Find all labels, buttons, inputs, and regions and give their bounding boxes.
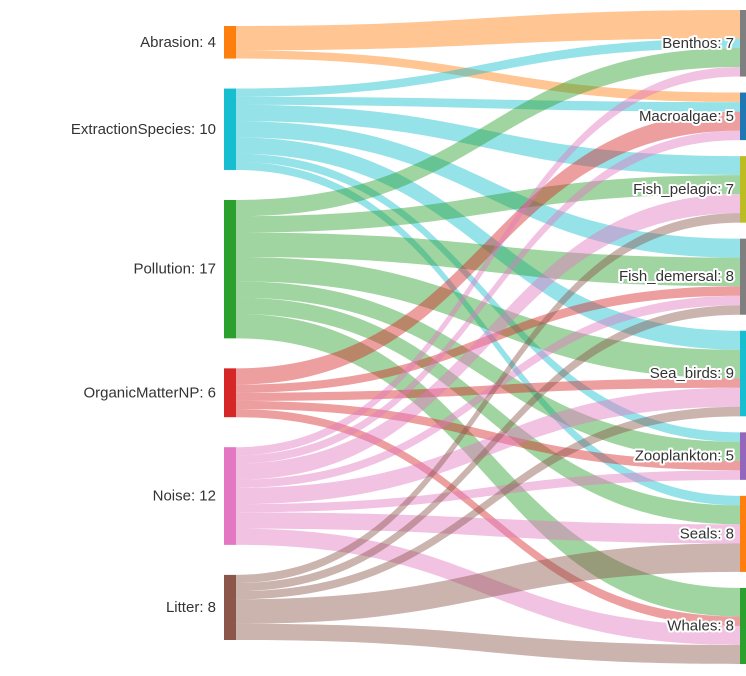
link-extractionspecies-to-macroalgae[interactable] — [236, 96, 740, 112]
nodes-layer — [224, 10, 746, 664]
link-noise-to-whales[interactable] — [236, 528, 740, 645]
link-abrasion-to-macroalgae[interactable] — [236, 50, 740, 103]
link-noise-to-zooplankton[interactable] — [236, 470, 740, 513]
node-pollution[interactable] — [224, 199, 236, 339]
node-abrasion[interactable] — [224, 26, 236, 59]
link-noise-to-seals[interactable] — [236, 512, 740, 544]
node-label-organicmatternp: OrganicMatterNP: 6 — [83, 384, 216, 401]
link-pollution-to-sea-birds[interactable] — [236, 256, 740, 379]
node-label-zooplankton: Zooplankton: 5 — [635, 448, 734, 465]
link-extractionspecies-to-seals[interactable] — [236, 161, 740, 506]
link-pollution-to-seals[interactable] — [236, 297, 740, 525]
node-label-whales: Whales: 8 — [667, 617, 734, 634]
node-whales[interactable] — [740, 587, 746, 664]
link-noise-to-benthos[interactable] — [236, 67, 740, 456]
links-layer — [236, 10, 740, 664]
link-extractionspecies-to-benthos[interactable] — [236, 38, 740, 97]
node-label-seals: Seals: 8 — [680, 525, 734, 542]
link-pollution-to-benthos[interactable] — [236, 48, 740, 217]
link-litter-to-fish-pelagic[interactable] — [236, 213, 740, 584]
node-fish-pelagic[interactable] — [740, 156, 746, 223]
node-organicmatternp[interactable] — [224, 368, 236, 418]
link-organicmatternp-to-macroalgae[interactable] — [236, 111, 740, 385]
link-organicmatternp-to-zooplankton[interactable] — [236, 400, 740, 471]
link-abrasion-to-benthos[interactable] — [236, 10, 740, 51]
link-organicmatternp-to-whales[interactable] — [236, 409, 740, 626]
node-label-pollution: Pollution: 17 — [133, 261, 216, 278]
link-noise-to-fish-demersal[interactable] — [236, 295, 740, 488]
node-label-benthos: Benthos: 7 — [662, 35, 734, 52]
node-label-sea-birds: Sea_birds: 9 — [650, 365, 734, 382]
node-benthos[interactable] — [740, 10, 746, 77]
node-extractionspecies[interactable] — [224, 88, 236, 170]
node-label-litter: Litter: 8 — [166, 599, 216, 616]
link-litter-to-seals[interactable] — [236, 543, 740, 624]
node-zooplankton[interactable] — [740, 432, 746, 480]
node-seals[interactable] — [740, 495, 746, 572]
node-label-noise: Noise: 12 — [153, 488, 216, 505]
link-litter-to-fish-demersal[interactable] — [236, 305, 740, 592]
link-noise-to-fish-pelagic[interactable] — [236, 194, 740, 480]
node-fish-demersal[interactable] — [740, 238, 746, 315]
node-sea-birds[interactable] — [740, 330, 746, 417]
link-pollution-to-zooplankton[interactable] — [236, 281, 740, 461]
link-pollution-to-fish-pelagic[interactable] — [236, 175, 740, 233]
labels-layer: Abrasion: 4 ExtractionSpecies: 10 Pollutio… — [69, 32, 736, 637]
node-macroalgae[interactable] — [740, 92, 746, 141]
node-label-abrasion: Abrasion: 4 — [140, 34, 216, 51]
link-litter-to-whales[interactable] — [236, 623, 740, 664]
link-extractionspecies-to-sea-birds[interactable] — [236, 137, 740, 350]
node-label-macroalgae: Macroalgae: 5 — [639, 108, 734, 125]
node-label-fish-demersal: Fish_demersal: 8 — [619, 268, 734, 285]
node-label-extractionspecies: ExtractionSpecies: 10 — [71, 121, 216, 138]
link-extractionspecies-to-zooplankton[interactable] — [236, 153, 740, 442]
node-litter[interactable] — [224, 574, 236, 640]
link-noise-to-sea-birds[interactable] — [236, 387, 740, 505]
link-noise-to-macroalgae[interactable] — [236, 130, 740, 464]
link-pollution-to-fish-demersal[interactable] — [236, 232, 740, 287]
node-noise[interactable] — [224, 447, 236, 545]
link-pollution-to-whales[interactable] — [236, 313, 740, 617]
link-extractionspecies-to-fish-demersal[interactable] — [236, 121, 740, 258]
node-label-fish-pelagic: Fish_pelagic: 7 — [633, 181, 734, 198]
link-organicmatternp-to-fish-demersal[interactable] — [236, 286, 740, 393]
link-organicmatternp-to-sea-birds[interactable] — [236, 378, 740, 401]
link-extractionspecies-to-fish-pelagic[interactable] — [236, 104, 740, 176]
link-litter-to-sea-birds[interactable] — [236, 406, 740, 600]
